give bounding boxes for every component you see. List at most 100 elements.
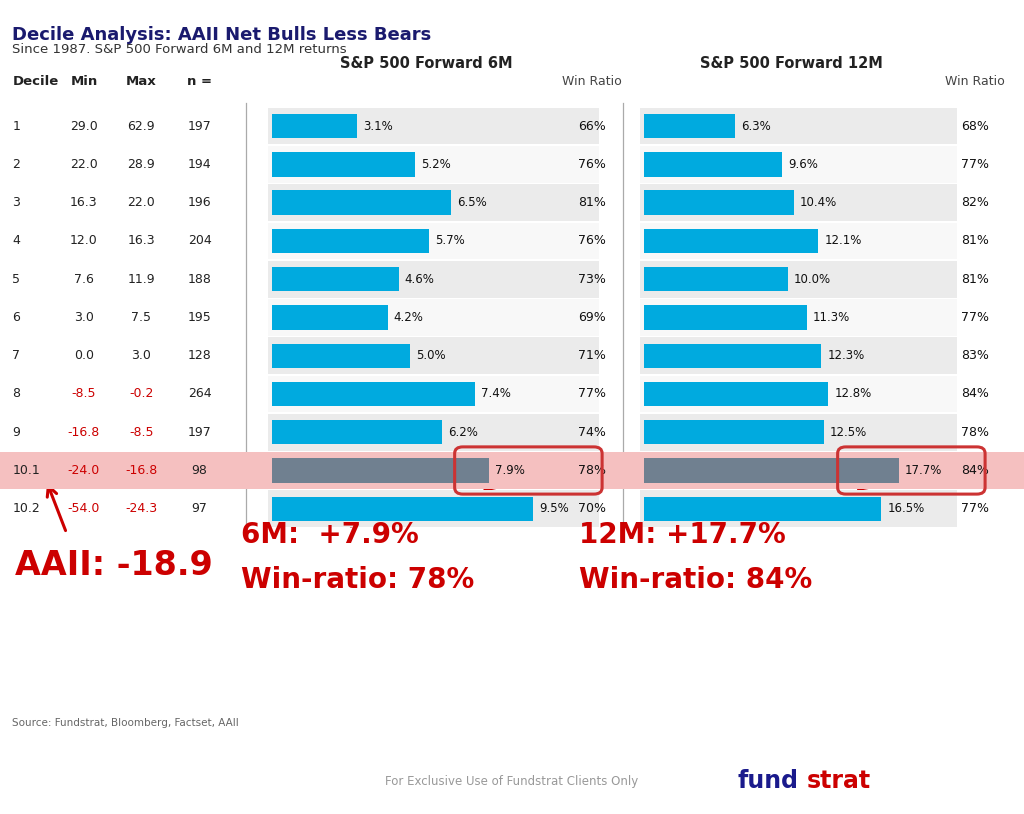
Text: 0.0: 0.0 (74, 349, 94, 362)
Text: 66%: 66% (578, 120, 606, 133)
Text: 11.3%: 11.3% (813, 311, 850, 324)
Text: 12.3%: 12.3% (827, 349, 864, 362)
Text: 73%: 73% (578, 273, 606, 286)
Text: 9.5%: 9.5% (539, 502, 568, 515)
Text: 264: 264 (187, 387, 212, 400)
Text: 7: 7 (12, 349, 20, 362)
Text: 7.9%: 7.9% (496, 464, 525, 477)
Text: 12M: +17.7%: 12M: +17.7% (579, 521, 785, 549)
Text: 82%: 82% (961, 196, 989, 209)
Text: 4.2%: 4.2% (393, 311, 424, 324)
Text: 204: 204 (187, 234, 212, 247)
Text: 68%: 68% (961, 120, 989, 133)
Text: 81%: 81% (578, 196, 606, 209)
Text: -24.3: -24.3 (125, 502, 158, 515)
Text: 6.2%: 6.2% (449, 426, 478, 439)
Text: -8.5: -8.5 (72, 387, 96, 400)
Text: 77%: 77% (961, 158, 989, 171)
Text: 10.4%: 10.4% (800, 196, 837, 209)
Text: 83%: 83% (961, 349, 989, 362)
Text: Max: Max (126, 75, 157, 88)
Text: 7.5: 7.5 (131, 311, 152, 324)
Text: 12.1%: 12.1% (824, 234, 861, 247)
Text: 81%: 81% (961, 234, 989, 247)
Text: 5.0%: 5.0% (416, 349, 445, 362)
Text: 16.5%: 16.5% (888, 502, 925, 515)
Text: 12.0: 12.0 (70, 234, 98, 247)
Text: 29.0: 29.0 (70, 120, 98, 133)
Text: AAII: -18.9: AAII: -18.9 (15, 549, 213, 582)
Text: 10.0%: 10.0% (794, 273, 831, 286)
Text: 6: 6 (12, 311, 20, 324)
Text: 6M:  +7.9%: 6M: +7.9% (241, 521, 419, 549)
Text: 12.8%: 12.8% (835, 387, 871, 400)
Text: 3: 3 (12, 196, 20, 209)
Text: 9: 9 (12, 426, 20, 439)
Text: 197: 197 (187, 426, 212, 439)
Text: 12.5%: 12.5% (830, 426, 867, 439)
Text: strat: strat (807, 769, 871, 794)
Text: 4: 4 (12, 234, 20, 247)
Text: 16.3: 16.3 (128, 234, 155, 247)
Text: S&P 500 Forward 6M: S&P 500 Forward 6M (340, 56, 512, 71)
Text: 5.7%: 5.7% (435, 234, 465, 247)
Text: 195: 195 (187, 311, 212, 324)
Text: 74%: 74% (578, 426, 606, 439)
Text: Decile Analysis: AAII Net Bulls Less Bears: Decile Analysis: AAII Net Bulls Less Bea… (12, 26, 431, 44)
Text: 3.0: 3.0 (131, 349, 152, 362)
Text: -16.8: -16.8 (125, 464, 158, 477)
Text: Decile: Decile (12, 75, 58, 88)
Text: 77%: 77% (961, 502, 989, 515)
Text: Win-ratio: 78%: Win-ratio: 78% (241, 567, 474, 594)
Text: Win-ratio: 84%: Win-ratio: 84% (579, 567, 812, 594)
Text: 2: 2 (12, 158, 20, 171)
Text: 22.0: 22.0 (127, 196, 156, 209)
Text: 78%: 78% (578, 464, 606, 477)
Text: -24.0: -24.0 (68, 464, 100, 477)
Text: Source: Fundstrat, Bloomberg, Factset, AAII: Source: Fundstrat, Bloomberg, Factset, A… (12, 718, 239, 728)
Text: 77%: 77% (961, 311, 989, 324)
Text: -54.0: -54.0 (68, 502, 100, 515)
Text: 10.2: 10.2 (12, 502, 40, 515)
Text: 62.9: 62.9 (128, 120, 155, 133)
Text: -16.8: -16.8 (68, 426, 100, 439)
Text: 84%: 84% (961, 464, 989, 477)
Text: 197: 197 (187, 120, 212, 133)
Text: 11.9: 11.9 (128, 273, 155, 286)
Text: -0.2: -0.2 (129, 387, 154, 400)
Text: 128: 128 (187, 349, 212, 362)
Text: 10.1: 10.1 (12, 464, 40, 477)
Text: 6.3%: 6.3% (741, 120, 771, 133)
Text: 76%: 76% (578, 234, 606, 247)
Text: 5.2%: 5.2% (421, 158, 451, 171)
Text: 69%: 69% (578, 311, 606, 324)
Text: 7.4%: 7.4% (481, 387, 511, 400)
Text: Win Ratio: Win Ratio (945, 75, 1005, 88)
Text: 188: 188 (187, 273, 212, 286)
Text: 16.3: 16.3 (71, 196, 97, 209)
Text: 76%: 76% (578, 158, 606, 171)
Text: 9.6%: 9.6% (788, 158, 818, 171)
Text: 196: 196 (187, 196, 212, 209)
Text: 97: 97 (191, 502, 208, 515)
Text: 22.0: 22.0 (70, 158, 98, 171)
Text: 7.6: 7.6 (74, 273, 94, 286)
Text: 78%: 78% (961, 426, 989, 439)
Text: fund: fund (737, 769, 799, 794)
Text: 98: 98 (191, 464, 208, 477)
Text: 4.6%: 4.6% (404, 273, 434, 286)
Text: 84%: 84% (961, 387, 989, 400)
Text: n =: n = (187, 75, 212, 88)
Text: 3.1%: 3.1% (364, 120, 393, 133)
Text: S&P 500 Forward 12M: S&P 500 Forward 12M (700, 56, 883, 71)
Text: 81%: 81% (961, 273, 989, 286)
Text: 8: 8 (12, 387, 20, 400)
Text: 1: 1 (12, 120, 20, 133)
Text: 77%: 77% (578, 387, 606, 400)
Text: Since 1987. S&P 500 Forward 6M and 12M returns: Since 1987. S&P 500 Forward 6M and 12M r… (12, 43, 347, 56)
Text: Win Ratio: Win Ratio (562, 75, 622, 88)
Text: 3.0: 3.0 (74, 311, 94, 324)
Text: 6.5%: 6.5% (457, 196, 486, 209)
Text: 17.7%: 17.7% (905, 464, 942, 477)
Text: For Exclusive Use of Fundstrat Clients Only: For Exclusive Use of Fundstrat Clients O… (385, 775, 639, 788)
